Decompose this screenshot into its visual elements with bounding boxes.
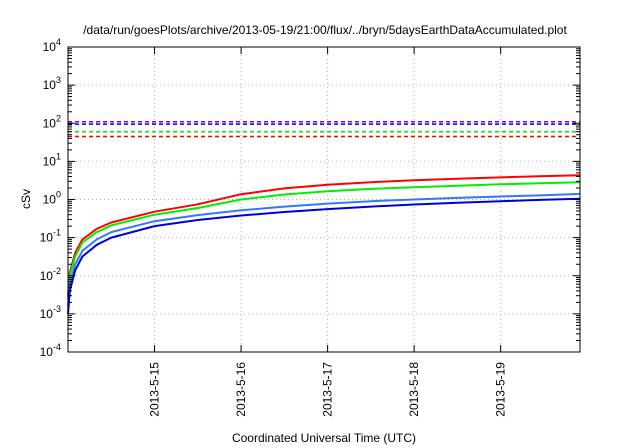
x-tick-label: 2013-5-16 xyxy=(234,362,248,417)
series-line xyxy=(67,197,581,314)
y-axis-title: cSv xyxy=(19,189,33,209)
x-tick-label: 2013-5-17 xyxy=(321,362,335,417)
y-tick-label: 10-2 xyxy=(40,266,61,283)
y-tick-label: 101 xyxy=(43,151,61,168)
y-tick-label: 10-4 xyxy=(40,342,61,359)
y-tick-label: 10-3 xyxy=(40,304,61,321)
x-tick-label: 2013-5-18 xyxy=(407,362,421,417)
y-tick-label: 100 xyxy=(43,190,61,207)
x-axis-title: Coordinated Universal Time (UTC) xyxy=(232,431,416,445)
y-tick-label: 10-1 xyxy=(40,228,61,245)
series-line xyxy=(67,181,581,299)
series-layer xyxy=(67,120,581,314)
series-line xyxy=(67,174,581,296)
y-tick-label: 104 xyxy=(43,37,61,54)
series-line xyxy=(67,192,581,308)
y-tick-label: 103 xyxy=(43,75,61,92)
x-tick-label: 2013-5-15 xyxy=(148,362,162,417)
chart-title: /data/run/goesPlots/archive/2013-05-19/2… xyxy=(83,23,567,37)
x-tick-label: 2013-5-19 xyxy=(494,362,508,417)
tick-layer: 10-4 10-3 10-2 10-1 100 101 102 103 104 2013-5-15… xyxy=(40,37,580,417)
y-tick-label: 102 xyxy=(43,113,61,130)
